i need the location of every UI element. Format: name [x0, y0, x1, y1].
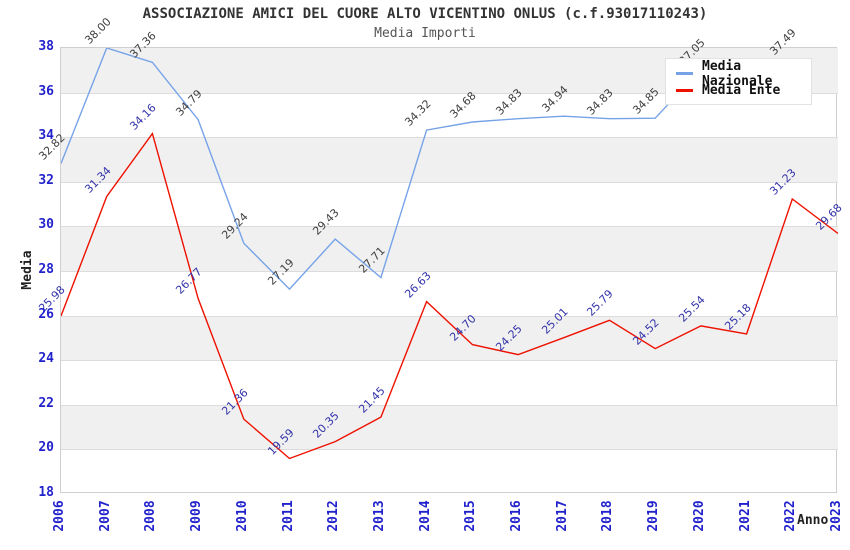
- series-line-media-nazionale: [61, 48, 793, 291]
- series-line-media-ente: [61, 132, 838, 460]
- y-tick-label: 38: [38, 39, 54, 54]
- gridline: [61, 226, 838, 228]
- x-tick-label: 2014: [417, 500, 433, 532]
- legend: Media Nazionale Media Ente: [665, 58, 812, 105]
- x-tick-label: 2008: [143, 500, 159, 532]
- plot-band: [61, 226, 838, 271]
- y-tick-label: 36: [38, 83, 54, 99]
- x-tick-label: 2017: [554, 500, 570, 532]
- x-tick-label: 2020: [691, 500, 707, 532]
- y-tick-label: 24: [38, 351, 54, 367]
- y-tick-label: 20: [38, 440, 54, 456]
- x-tick-label: 2015: [463, 500, 479, 532]
- legend-label: Media Nazionale: [702, 58, 773, 89]
- x-tick-label: 2019: [646, 500, 662, 532]
- x-tick-label: 2013: [371, 500, 387, 532]
- y-tick-label: 22: [38, 395, 54, 411]
- gridline: [61, 181, 838, 183]
- media-nazionale-swatch-icon: [676, 72, 693, 75]
- x-tick-label: 2009: [189, 500, 205, 532]
- x-tick-label: 2021: [737, 500, 753, 532]
- legend-label: Media Ente: [702, 83, 781, 98]
- chart-title: ASSOCIAZIONE AMICI DEL CUORE ALTO VICENT…: [142, 6, 708, 22]
- gridline: [61, 404, 838, 406]
- plot-area: [60, 47, 838, 493]
- legend-item-media-nazionale: Media Nazionale: [676, 59, 811, 89]
- y-tick-label: 18: [38, 485, 54, 500]
- chart-subtitle: Media Importi: [374, 26, 476, 41]
- x-tick-label: 2023: [829, 500, 844, 532]
- gridline: [61, 137, 838, 139]
- gridline: [61, 92, 838, 94]
- gridline: [61, 360, 838, 362]
- plot-band: [61, 137, 838, 182]
- y-tick-label: 34: [38, 128, 54, 144]
- x-tick-label: 2010: [234, 500, 250, 532]
- gridline: [61, 449, 838, 451]
- legend-item-media-ente: Media Ente: [676, 82, 811, 99]
- x-tick-label: 2006: [52, 500, 67, 532]
- gridline: [61, 315, 838, 317]
- x-tick-label: 2016: [509, 500, 525, 532]
- x-tick-label: 2018: [600, 500, 616, 532]
- y-tick-label: 28: [38, 262, 54, 277]
- y-tick-label: 32: [38, 172, 54, 188]
- gridline: [61, 271, 838, 272]
- x-tick-label: 2012: [326, 500, 342, 532]
- plot-band: [61, 404, 838, 450]
- x-tick-label: 2022: [783, 500, 799, 532]
- y-tick-label: 26: [38, 306, 54, 322]
- x-axis-title: Anno: [797, 513, 829, 528]
- x-tick-label: 2007: [97, 500, 113, 532]
- x-tick-label: 2011: [280, 500, 296, 532]
- y-tick-label: 30: [38, 217, 54, 233]
- media-ente-swatch-icon: [676, 89, 693, 92]
